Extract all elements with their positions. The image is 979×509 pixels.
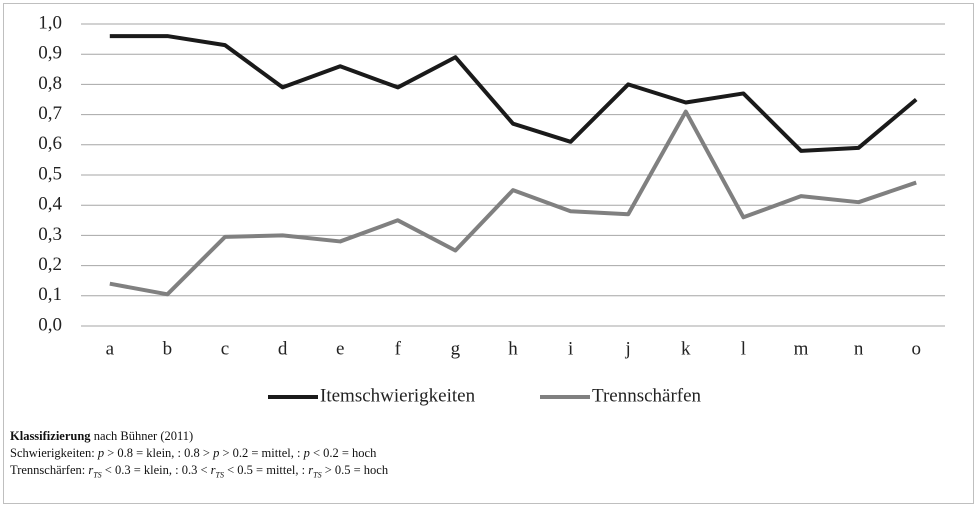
footnote-text: r: [88, 463, 94, 477]
y-tick-label: 1,0: [38, 12, 62, 33]
footnote-title-rest: nach Bühner (2011): [90, 429, 194, 443]
x-tick-label: b: [163, 338, 173, 359]
y-tick-label: 0,8: [38, 73, 62, 94]
footnote-text: Trennschärfen:: [10, 463, 89, 477]
footnote-title: Klassifizierung nach Bühner (2011): [10, 428, 388, 445]
footnote-title-bold: Klassifizierung: [10, 429, 91, 443]
footnote-text: p: [303, 446, 310, 460]
x-tick-label: m: [794, 338, 809, 359]
y-tick-label: 0,4: [38, 194, 62, 215]
x-tick-label: a: [106, 338, 115, 359]
chart-frame: [3, 3, 974, 504]
footnote-line: Trennschärfen: rTS < 0.3 = klein, : 0.3 …: [10, 462, 388, 484]
x-tick-label: k: [681, 338, 691, 359]
footnote-text: > 0.5 = hoch: [321, 463, 389, 477]
series-line: [109, 109, 917, 297]
x-tick-label: i: [568, 338, 573, 359]
footnote-text: r: [210, 463, 216, 477]
footnote-text: p: [97, 446, 105, 460]
footnote-text: < 0.3 = klein, : 0.3 <: [101, 463, 211, 477]
y-tick-label: 0,2: [38, 254, 62, 275]
y-tick-label: 0,9: [38, 43, 62, 64]
x-tick-label: n: [854, 338, 864, 359]
y-tick-label: 0,0: [38, 314, 62, 335]
footnote-text: > 0.8 = klein, : 0.8 >: [104, 446, 214, 460]
x-tick-label: j: [625, 338, 631, 359]
y-tick-label: 0,3: [38, 224, 62, 245]
y-tick-label: 0,6: [38, 133, 62, 154]
x-tick-label: g: [451, 338, 461, 359]
y-tick-label: 0,5: [38, 163, 62, 184]
footnote: Klassifizierung nach Bühner (2011) Schwi…: [10, 428, 388, 484]
footnote-text: > 0.2 = mittel, :: [219, 446, 304, 460]
x-tick-label: d: [278, 338, 288, 359]
x-tick-label: e: [336, 338, 344, 359]
x-tick-label: l: [741, 338, 746, 359]
series-line: [109, 34, 918, 153]
y-tick-label: 0,1: [38, 284, 62, 305]
legend-label: Itemschwierigkeiten: [320, 385, 476, 406]
x-tick-label: h: [508, 338, 518, 359]
footnote-text: < 0.2 = hoch: [309, 446, 377, 460]
footnote-text: TS: [93, 470, 102, 480]
footnote-text: Schwierigkeiten:: [10, 446, 98, 460]
y-tick-label: 0,7: [38, 103, 62, 124]
x-tick-label: f: [395, 338, 402, 359]
legend-label: Trennschärfen: [592, 385, 702, 406]
chart: 0,0 0,1 0,2 0,3 0,4 0,5 0,6 0,7 0,8 0,9 1,0 a b c d e f g…: [38, 12, 945, 406]
footnote-text: r: [308, 463, 314, 477]
footnote-text: p: [213, 446, 220, 460]
x-tick-label: o: [911, 338, 921, 359]
x-tick-label: c: [221, 338, 229, 359]
footnote-text: TS: [215, 470, 224, 480]
footnote-text: < 0.5 = mittel, :: [224, 463, 309, 477]
footnote-text: TS: [313, 470, 322, 480]
footnote-line: Schwierigkeiten: p > 0.8 = klein, : 0.8 …: [10, 445, 388, 462]
